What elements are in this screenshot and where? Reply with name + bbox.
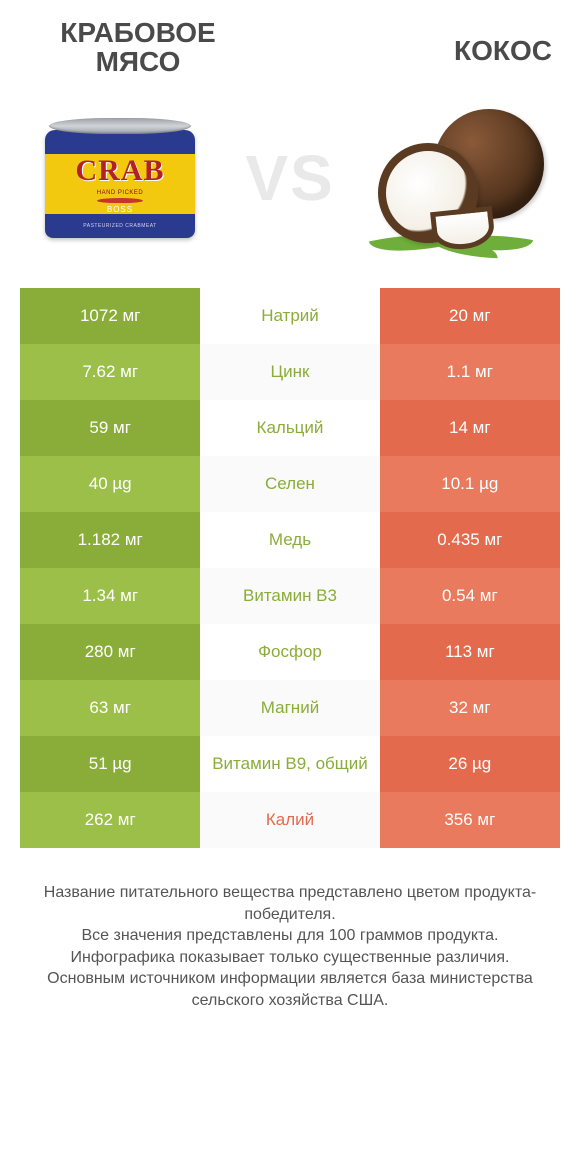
table-row: 63 мгМагний32 мг (20, 680, 560, 736)
right-value: 1.1 мг (380, 344, 560, 400)
images-row: CRAB HAND PICKED BOSS PASTEURIZED CRABME… (0, 92, 580, 282)
header: Крабовое мясо Кокос (0, 0, 580, 92)
right-value: 20 мг (380, 288, 560, 344)
crab-can-icon: CRAB HAND PICKED BOSS PASTEURIZED CRABME… (45, 118, 195, 238)
can-text-boss: BOSS (107, 205, 133, 214)
nutrient-label: Цинк (200, 344, 379, 400)
left-value: 59 мг (20, 400, 200, 456)
nutrient-label: Витамин B3 (200, 568, 379, 624)
left-value: 1072 мг (20, 288, 200, 344)
nutrient-label: Селен (200, 456, 379, 512)
vs-label: VS (245, 141, 334, 215)
left-value: 1.182 мг (20, 512, 200, 568)
infographic-container: Крабовое мясо Кокос CRAB HAND PICKED BOS… (0, 0, 580, 1174)
table-row: 280 мгФосфор113 мг (20, 624, 560, 680)
can-text-past: PASTEURIZED CRABMEAT (83, 223, 156, 229)
table-row: 51 µgВитамин B9, общий26 µg (20, 736, 560, 792)
left-product-title: Крабовое мясо (28, 18, 248, 77)
left-value: 51 µg (20, 736, 200, 792)
right-value: 10.1 µg (380, 456, 560, 512)
crab-shape-icon (97, 198, 143, 203)
right-value: 26 µg (380, 736, 560, 792)
right-value: 0.54 мг (380, 568, 560, 624)
nutrient-label: Кальций (200, 400, 379, 456)
table-row: 40 µgСелен10.1 µg (20, 456, 560, 512)
table-row: 59 мгКальций14 мг (20, 400, 560, 456)
nutrient-label: Магний (200, 680, 379, 736)
can-text-hand: HAND PICKED (97, 190, 144, 196)
nutrient-label: Натрий (200, 288, 379, 344)
nutrient-label: Фосфор (200, 624, 379, 680)
nutrient-label: Витамин B9, общий (200, 736, 379, 792)
left-value: 1.34 мг (20, 568, 200, 624)
right-value: 14 мг (380, 400, 560, 456)
coconut-icon (370, 103, 550, 253)
table-row: 1.34 мгВитамин B30.54 мг (20, 568, 560, 624)
footer-line: Все значения представлены для 100 граммо… (26, 925, 554, 947)
right-value: 356 мг (380, 792, 560, 848)
nutrient-label: Медь (200, 512, 379, 568)
right-product-image (370, 98, 550, 258)
table-row: 1.182 мгМедь0.435 мг (20, 512, 560, 568)
footer-line: Основным источником информации является … (26, 968, 554, 1011)
left-value: 262 мг (20, 792, 200, 848)
right-value: 32 мг (380, 680, 560, 736)
left-product-image: CRAB HAND PICKED BOSS PASTEURIZED CRABME… (30, 98, 210, 258)
left-value: 40 µg (20, 456, 200, 512)
nutrient-label: Калий (200, 792, 379, 848)
footer-notes: Название питательного вещества представл… (0, 848, 580, 1012)
right-value: 113 мг (380, 624, 560, 680)
right-value: 0.435 мг (380, 512, 560, 568)
table-row: 7.62 мгЦинк1.1 мг (20, 344, 560, 400)
left-value: 280 мг (20, 624, 200, 680)
footer-line: Название питательного вещества представл… (26, 882, 554, 925)
can-text-crab: CRAB (75, 154, 164, 188)
table-row: 1072 мгНатрий20 мг (20, 288, 560, 344)
comparison-table: 1072 мгНатрий20 мг7.62 мгЦинк1.1 мг59 мг… (0, 288, 580, 848)
left-value: 7.62 мг (20, 344, 200, 400)
table-row: 262 мгКалий356 мг (20, 792, 560, 848)
right-product-title: Кокос (352, 18, 552, 65)
left-value: 63 мг (20, 680, 200, 736)
footer-line: Инфографика показывает только существенн… (26, 947, 554, 969)
